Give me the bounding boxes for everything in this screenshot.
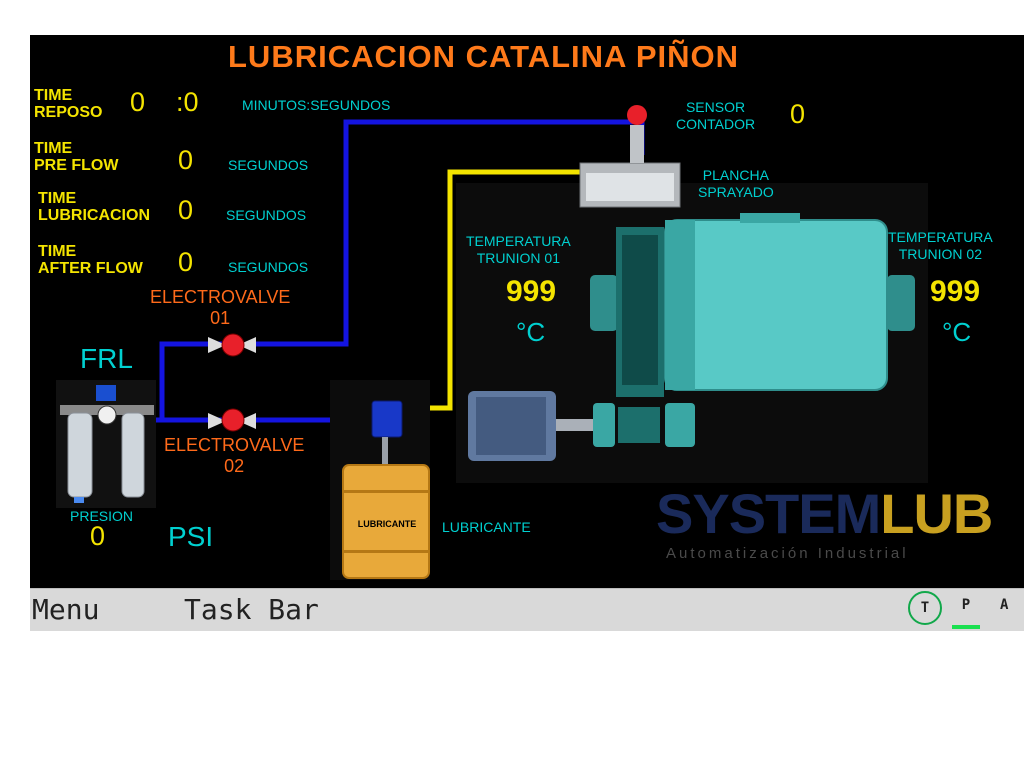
trunion-01-unit: °C bbox=[516, 317, 546, 347]
t-indicator[interactable]: T bbox=[908, 591, 942, 625]
sensor-contador-label: SENSOR CONTADOR bbox=[676, 99, 756, 132]
electrovalve-02-label: ELECTROVALVE 02 bbox=[164, 435, 305, 476]
p-indicator[interactable]: P bbox=[961, 597, 971, 613]
time-pre-flow-value: 0 bbox=[178, 145, 194, 175]
electrovalve-02-icon bbox=[208, 408, 256, 432]
time-lubricacion-value: 0 bbox=[178, 195, 194, 225]
electrovalve-01-icon bbox=[208, 333, 256, 357]
time-after-flow-label: TIME AFTER FLOW bbox=[38, 243, 143, 277]
task-bar: Menu Task Bar T P A bbox=[30, 588, 1024, 631]
frl-unit-icon bbox=[56, 380, 156, 508]
time-after-flow-value: 0 bbox=[178, 247, 194, 277]
process-diagram bbox=[56, 105, 928, 580]
task-bar-button[interactable]: Task Bar bbox=[184, 593, 319, 626]
presion-unit: PSI bbox=[168, 521, 214, 552]
presion-label: PRESION bbox=[70, 508, 134, 524]
motor-icon bbox=[590, 213, 915, 397]
presion-value: 0 bbox=[90, 521, 106, 551]
time-lubricacion-unit: SEGUNDOS bbox=[226, 207, 307, 223]
frl-label: FRL bbox=[80, 343, 133, 374]
trunion-01-label: TEMPERATURA TRUNION 01 bbox=[466, 233, 571, 266]
trunion-01-value: 999 bbox=[506, 275, 557, 308]
spray-plate-icon bbox=[579, 105, 681, 208]
trunion-02-label: TEMPERATURA TRUNION 02 bbox=[888, 229, 993, 262]
time-after-flow-unit: SEGUNDOS bbox=[228, 259, 309, 275]
electrovalve-01-label: ELECTROVALVE 01 bbox=[150, 287, 291, 328]
plancha-sprayado-label: PLANCHA SPRAYADO bbox=[698, 167, 774, 200]
lubricant-drum-text: LUBRICANTE bbox=[357, 519, 417, 529]
sensor-contador-value: 0 bbox=[790, 99, 806, 129]
hmi-screen: LUBRICACION CATALINA PIÑON TIME REPOSO 0… bbox=[30, 35, 1024, 588]
brand-logo: SYSTEMLUB bbox=[656, 481, 993, 546]
page-title: LUBRICACION CATALINA PIÑON bbox=[228, 39, 740, 74]
lubricante-label: LUBRICANTE bbox=[442, 519, 531, 535]
time-pre-flow-unit: SEGUNDOS bbox=[228, 157, 309, 173]
time-lubricacion-label: TIME LUBRICACION bbox=[38, 190, 150, 224]
lubricant-drum-icon bbox=[342, 464, 430, 579]
time-reposo-unit: MINUTOS:SEGUNDOS bbox=[242, 97, 391, 113]
air-pipe-01a bbox=[159, 341, 225, 420]
time-pre-flow-label: TIME PRE FLOW bbox=[34, 140, 119, 174]
menu-button[interactable]: Menu bbox=[32, 593, 100, 626]
a-indicator[interactable]: A bbox=[1000, 597, 1009, 613]
trunion-02-unit: °C bbox=[942, 317, 972, 347]
trunion-02-value: 999 bbox=[930, 275, 981, 308]
pinion-icon bbox=[468, 391, 695, 461]
brand-tagline: Automatización Industrial bbox=[666, 545, 909, 562]
brand-name-b: LUB bbox=[880, 482, 993, 545]
brand-name-a: SYSTEM bbox=[656, 482, 881, 545]
p-indicator-underline bbox=[952, 625, 980, 629]
time-reposo-minutes: 0 bbox=[130, 87, 146, 117]
time-reposo-label: TIME REPOSO bbox=[34, 87, 103, 121]
time-reposo-seconds: :0 bbox=[176, 87, 199, 117]
